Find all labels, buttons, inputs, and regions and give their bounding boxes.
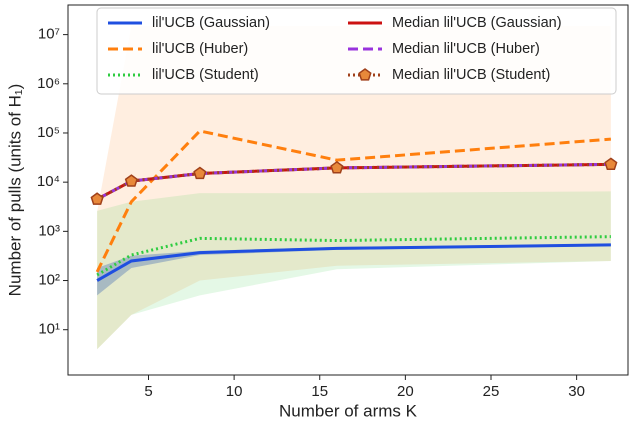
x-tick-label: 15 (311, 383, 328, 400)
legend-label: lil'UCB (Huber) (152, 41, 248, 57)
legend-marker (358, 68, 372, 81)
marker (90, 192, 104, 205)
y-axis-label: Number of pulls (units of H₁) (5, 84, 24, 297)
legend: lil'UCB (Gaussian) lil'UCB (Huber) lil'UCB… (96, 7, 617, 95)
band (97, 25, 611, 350)
legend-label: lil'UCB (Student) (152, 67, 259, 83)
y-tick-label: 10⁷ (38, 26, 60, 43)
y-tick-label: 10⁴ (37, 173, 60, 190)
series-line (96, 235, 611, 277)
legend-box (96, 7, 617, 95)
plot-frame (67, 4, 629, 376)
band (97, 191, 611, 350)
legend-label: Median lil'UCB (Huber) (392, 41, 540, 57)
x-tick-label: 30 (568, 383, 585, 400)
y-tick-label: 10³ (38, 222, 60, 239)
marker (124, 174, 138, 187)
legend-label: Median lil'UCB (Gaussian) (392, 15, 562, 31)
y-tick-label: 10⁶ (37, 75, 60, 92)
y-tick-label: 10¹ (38, 321, 60, 338)
series-line (95, 129, 611, 273)
x-tick-label: 5 (144, 383, 152, 400)
marker (193, 166, 207, 180)
y-tick-label: 10² (38, 271, 60, 288)
x-axis-label: Number of arms K (279, 401, 418, 420)
marker (330, 160, 344, 174)
y-tick-label: 10⁵ (37, 124, 60, 141)
legend-label: lil'UCB (Gaussian) (152, 15, 270, 31)
x-tick-label: 20 (397, 383, 414, 400)
marker (604, 157, 618, 170)
legend-label: Median lil'UCB (Student) (392, 67, 550, 83)
x-tick-label: 25 (483, 383, 500, 400)
x-tick-label: 10 (226, 383, 243, 400)
series-line (96, 243, 611, 282)
series-line (96, 162, 611, 201)
